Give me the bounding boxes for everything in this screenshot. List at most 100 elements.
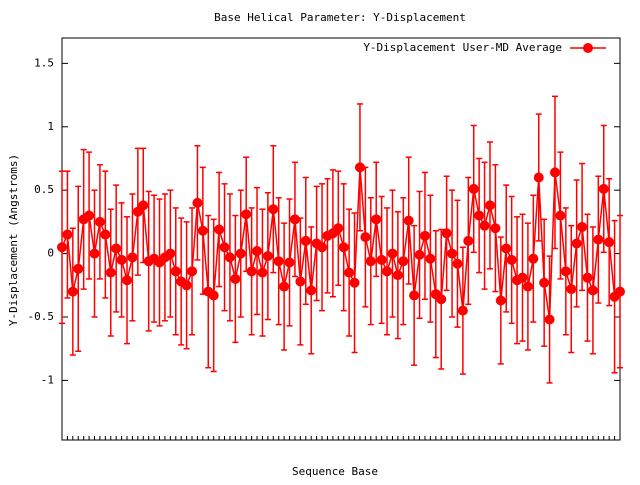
data-point — [89, 248, 100, 259]
data-point — [84, 210, 95, 221]
data-point — [365, 256, 376, 267]
data-point — [544, 314, 555, 325]
data-point — [295, 276, 306, 287]
data-point — [577, 221, 588, 232]
data-point — [533, 172, 544, 183]
data-point — [376, 254, 387, 265]
data-point — [549, 167, 560, 178]
data-point — [181, 280, 192, 291]
data-point — [197, 225, 208, 236]
data-point — [441, 228, 452, 239]
data-point — [463, 235, 474, 246]
data-point — [262, 251, 273, 262]
data-point — [94, 216, 105, 227]
data-point — [447, 248, 458, 259]
data-point — [57, 242, 67, 253]
data-point — [398, 256, 409, 267]
y-tick-label: 1 — [47, 120, 54, 133]
data-point — [62, 229, 73, 240]
data-point — [354, 162, 365, 173]
y-axis-label: Y-Displacement (Angstroms) — [7, 154, 20, 326]
data-point — [252, 246, 263, 257]
data-point — [100, 229, 111, 240]
data-point — [392, 270, 403, 281]
data-point — [306, 285, 317, 296]
x-axis-label: Sequence Base — [292, 465, 378, 478]
data-point — [555, 210, 566, 221]
y-tick-label: -1 — [41, 373, 54, 386]
data-point — [587, 285, 598, 296]
data-point — [506, 254, 517, 265]
data-point — [419, 230, 430, 241]
data-point — [409, 290, 420, 301]
data-point — [425, 253, 436, 264]
data-point — [522, 281, 533, 292]
data-point — [436, 294, 447, 305]
data-point — [528, 253, 539, 264]
data-point — [615, 286, 625, 297]
data-point — [187, 266, 198, 277]
data-point — [387, 248, 398, 259]
data-point — [571, 238, 582, 249]
data-point — [468, 183, 479, 194]
data-point — [566, 284, 577, 295]
data-point — [214, 224, 225, 235]
data-point — [495, 295, 506, 306]
data-point — [560, 266, 571, 277]
data-point — [403, 215, 414, 226]
data-point — [479, 220, 490, 231]
data-point — [111, 243, 122, 254]
data-point — [598, 183, 609, 194]
data-point — [170, 266, 181, 277]
data-point — [208, 290, 219, 301]
data-point — [219, 242, 230, 253]
data-point — [246, 266, 257, 277]
data-point — [517, 272, 528, 283]
data-point — [284, 257, 295, 268]
y-tick-label: 0 — [47, 247, 54, 260]
data-point — [360, 232, 371, 243]
data-point — [73, 263, 84, 274]
data-point — [122, 275, 133, 286]
data-point — [138, 200, 149, 211]
data-point — [235, 248, 246, 259]
data-point — [371, 214, 382, 225]
legend-label: Y-Displacement User-MD Average — [363, 41, 562, 54]
data-point — [349, 277, 360, 288]
data-point — [501, 243, 512, 254]
data-point — [382, 266, 393, 277]
data-point — [333, 223, 344, 234]
y-tick-label: -0.5 — [28, 310, 55, 323]
data-point — [165, 248, 176, 259]
data-point — [300, 235, 311, 246]
data-point — [484, 200, 495, 211]
data-point — [279, 281, 290, 292]
data-point — [230, 273, 241, 284]
data-point — [67, 286, 78, 297]
data-point — [452, 258, 463, 269]
data-point — [289, 214, 300, 225]
legend-marker — [583, 43, 593, 53]
chart-title: Base Helical Parameter: Y-Displacement — [214, 11, 466, 24]
data-point — [105, 267, 116, 278]
data-point — [582, 272, 593, 283]
data-point — [344, 267, 355, 278]
data-point — [338, 242, 349, 253]
data-point — [474, 210, 485, 221]
data-point — [317, 242, 328, 253]
data-point — [268, 204, 279, 215]
data-point — [457, 305, 468, 316]
data-point — [241, 209, 252, 220]
data-point — [127, 252, 138, 263]
data-point — [604, 237, 615, 248]
data-point — [257, 267, 268, 278]
data-point — [224, 252, 235, 263]
y-tick-label: 0.5 — [34, 183, 54, 196]
data-point — [593, 234, 604, 245]
data-point — [414, 249, 425, 260]
data-point — [116, 254, 127, 265]
data-point — [273, 256, 284, 267]
data-point — [539, 277, 550, 288]
